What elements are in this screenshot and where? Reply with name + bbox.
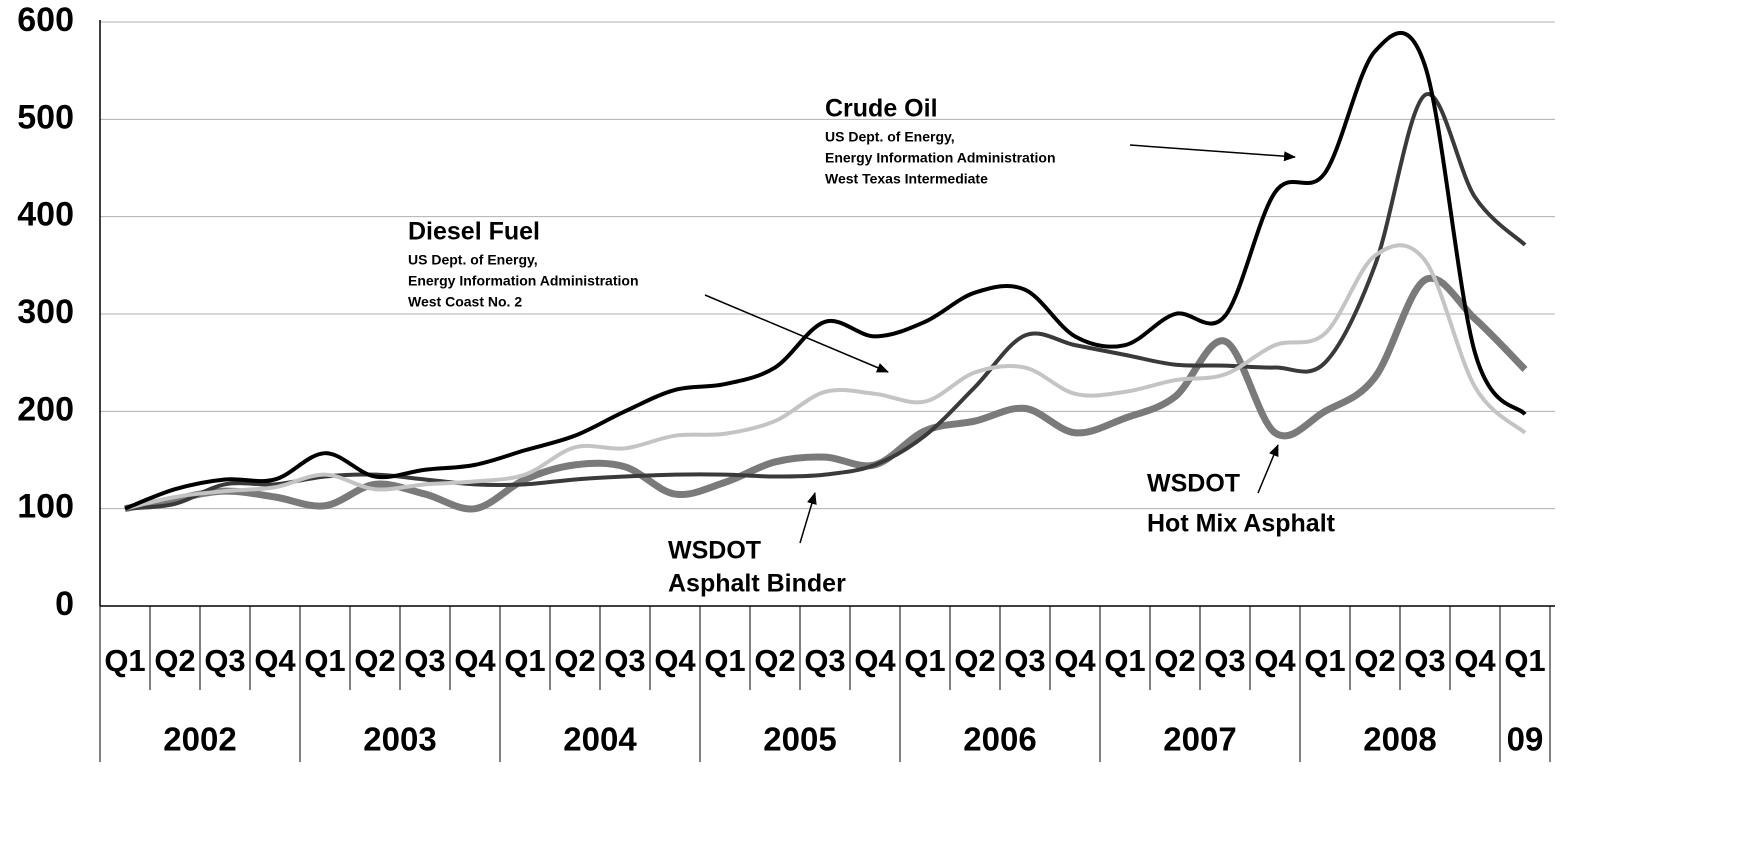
x-tick-label: Q3 [604, 643, 645, 678]
x-tick-label: Q1 [1304, 643, 1345, 678]
annotation-note: US Dept. of Energy, [408, 252, 538, 268]
series-line [124, 31, 1527, 511]
x-tick-label: Q2 [1354, 643, 1395, 678]
x-tick-label: Q4 [254, 643, 296, 678]
x-tick-label: Q4 [1254, 643, 1296, 678]
x-tick-label: Q2 [154, 643, 195, 678]
annotation-note: West Coast No. 2 [408, 294, 522, 310]
arrow [799, 492, 817, 544]
x-tick-label: Q1 [1104, 643, 1145, 678]
x-tick-label: Q4 [454, 643, 496, 678]
x-tick-label: Q3 [1204, 643, 1245, 678]
x-tick-label: Q4 [654, 643, 696, 678]
year-label: 2008 [1363, 721, 1436, 758]
annotation-note: Energy Information Administration [825, 150, 1056, 166]
series-line [124, 274, 1528, 513]
annotation-title: Crude Oil [825, 95, 938, 123]
x-tick-label: Q3 [804, 643, 845, 678]
year-label: 2005 [763, 721, 836, 758]
x-tick-label: Q2 [354, 643, 395, 678]
year-label: 2003 [363, 721, 436, 758]
x-tick-label: Q2 [954, 643, 995, 678]
annotation-note: West Texas Intermediate [825, 171, 988, 187]
year-label: 09 [1507, 721, 1544, 758]
y-tick-label: 400 [17, 196, 74, 234]
lines [124, 31, 1528, 513]
annotations: Crude Oil US Dept. of Energy, Energy Infor… [408, 95, 1336, 598]
y-tick-label: 500 [17, 98, 74, 136]
x-tick-label: Q4 [1054, 643, 1096, 678]
y-tick-label: 600 [17, 1, 74, 39]
x-tick-label: Q1 [304, 643, 345, 678]
x-tick-label: Q2 [754, 643, 795, 678]
arrow [1129, 144, 1296, 162]
annotation-title: Diesel Fuel [408, 218, 540, 246]
y-tick-label: 200 [17, 390, 74, 428]
year-label: 2007 [1163, 721, 1236, 758]
annotation-title: Asphalt Binder [668, 570, 846, 598]
year-label: 2002 [163, 721, 236, 758]
annotation-title: Hot Mix Asphalt [1147, 510, 1336, 538]
x-tick-label: Q2 [1154, 643, 1195, 678]
annotation-prefix: WSDOT [1147, 470, 1240, 498]
arrow [704, 294, 889, 373]
x-tick-label: Q1 [504, 643, 545, 678]
year-label: 2004 [563, 721, 637, 758]
x-tick-label: Q4 [854, 643, 896, 678]
x-tick-label: Q1 [104, 643, 145, 678]
x-tick-label: Q3 [204, 643, 245, 678]
annotation-prefix: WSDOT [668, 537, 761, 565]
y-tick-label: 100 [17, 488, 74, 526]
x-tick-label: Q2 [554, 643, 595, 678]
y-tick-label: 300 [17, 293, 74, 331]
x-tick-label: Q3 [404, 643, 445, 678]
series-line [124, 243, 1527, 511]
x-tick-label: Q1 [1504, 643, 1545, 678]
x-tick-label: Q1 [704, 643, 745, 678]
x-tick-label: Q3 [1404, 643, 1445, 678]
annotation-note: US Dept. of Energy, [825, 129, 955, 145]
arrow [1257, 444, 1279, 494]
year-label: 2006 [963, 721, 1036, 758]
y-tick-label: 0 [55, 585, 74, 623]
x-tick-label: Q3 [1004, 643, 1045, 678]
x-tick-label: Q1 [904, 643, 945, 678]
x-tick-label: Q4 [1454, 643, 1496, 678]
annotation-note: Energy Information Administration [408, 273, 639, 289]
